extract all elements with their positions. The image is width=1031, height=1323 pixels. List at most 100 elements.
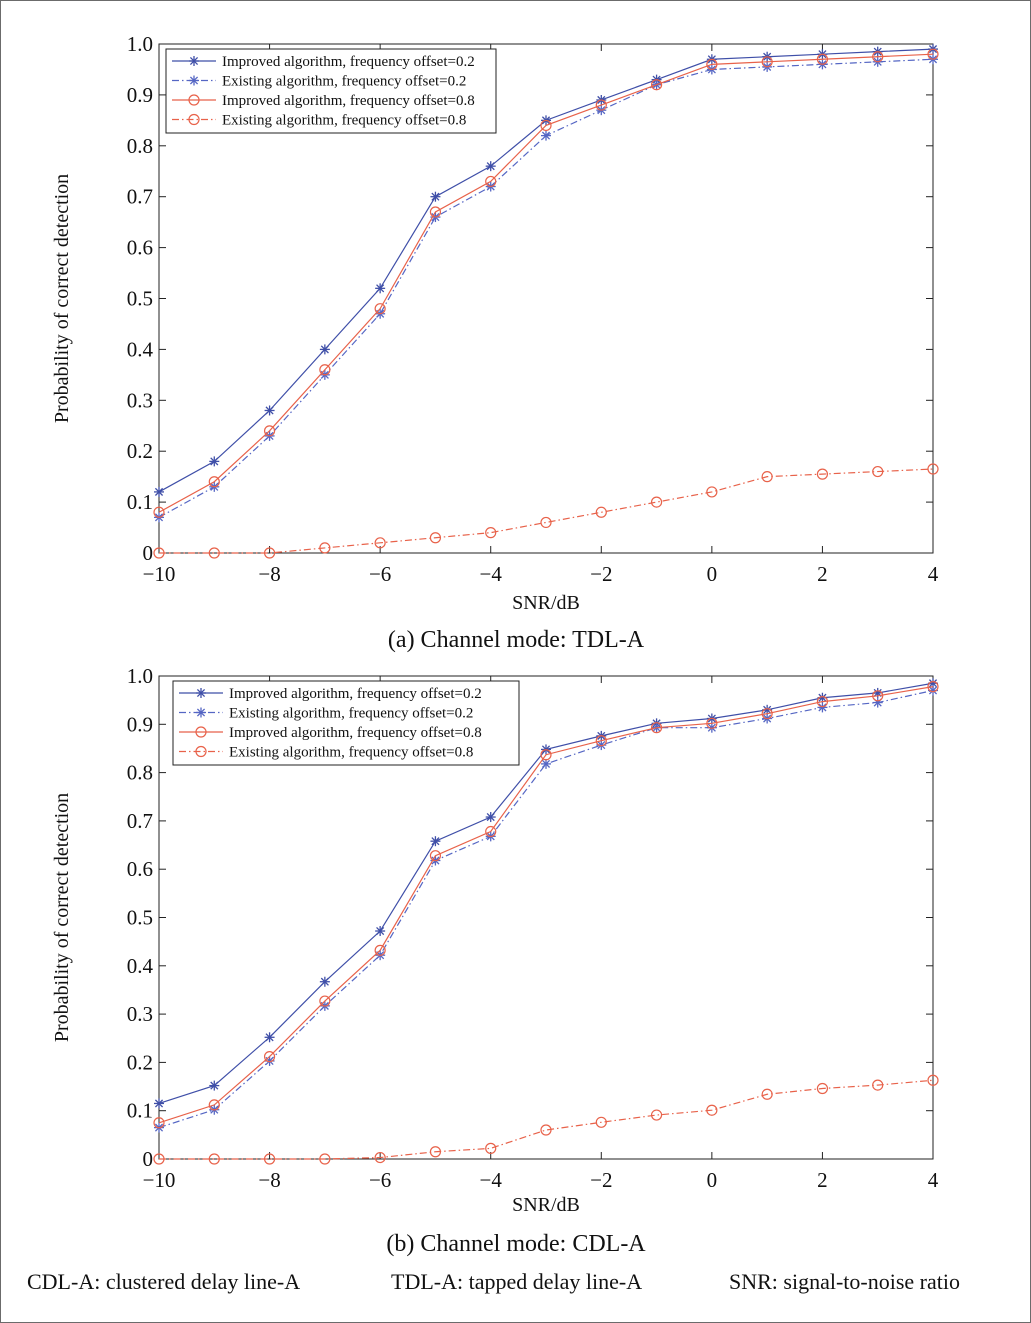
data-point-circle — [153, 1153, 165, 1165]
x-tick-label: 2 — [817, 562, 828, 586]
legend-entry: Existing algorithm, frequency offset=0.2 — [222, 74, 466, 90]
data-point-star — [264, 1032, 275, 1043]
data-point-circle — [927, 463, 939, 475]
data-point-circle — [595, 506, 607, 518]
y-tick-label: 0.4 — [127, 954, 154, 978]
data-point-star — [319, 976, 330, 987]
data-point-circle — [540, 119, 552, 132]
data-point-star — [319, 344, 330, 355]
x-tick-label: −4 — [480, 562, 503, 586]
y-tick-label: 0.1 — [127, 1099, 153, 1123]
legend-marker-circle — [188, 113, 200, 126]
star-stroke — [818, 703, 827, 712]
x-tick-label: −8 — [258, 562, 280, 586]
star-stroke — [265, 406, 274, 415]
data-point-circle — [540, 1124, 552, 1136]
star-stroke — [376, 284, 385, 293]
data-point-circle — [816, 1082, 829, 1095]
y-tick-label: 0 — [143, 1147, 154, 1171]
data-point-star — [154, 486, 164, 497]
data-point-circle — [429, 532, 442, 544]
star-stroke — [376, 926, 385, 936]
y-tick-label: 0.4 — [127, 337, 154, 361]
data-point-star — [375, 283, 386, 294]
x-tick-label: −4 — [480, 1168, 503, 1192]
data-point-circle — [816, 53, 829, 65]
data-point-circle — [650, 722, 663, 734]
legend: Improved algorithm, frequency offset=0.2… — [172, 680, 520, 766]
data-point-circle — [429, 1146, 442, 1158]
y-tick-label: 0.7 — [127, 809, 153, 833]
data-point-circle — [153, 547, 165, 559]
star-stroke — [320, 977, 329, 986]
series-line — [158, 53, 934, 513]
data-point-circle — [650, 496, 663, 508]
data-point-circle — [485, 1142, 497, 1154]
data-point-circle — [153, 506, 165, 518]
legend-marker-circle — [195, 726, 207, 738]
y-tick-label: 0.6 — [127, 236, 153, 260]
x-tick-label: −8 — [258, 1168, 280, 1192]
legend-marker-star — [196, 688, 206, 698]
data-point-circle — [540, 749, 552, 761]
data-point-star — [485, 161, 496, 172]
legend-entry: Existing algorithm, frequency offset=0.8 — [229, 745, 473, 761]
legend-box — [165, 48, 497, 134]
star-stroke — [154, 1099, 164, 1108]
y-tick-label: 0.3 — [127, 388, 153, 412]
y-tick-label: 0.8 — [127, 761, 153, 785]
x-axis-label: SNR/dB — [512, 592, 580, 614]
y-tick-label: 0.2 — [127, 1050, 153, 1074]
star-stroke — [486, 812, 495, 822]
data-point-star — [541, 758, 551, 769]
data-point-circle — [650, 1109, 663, 1121]
data-point-circle — [595, 735, 607, 747]
star-stroke — [818, 693, 827, 702]
star-stroke — [431, 192, 440, 201]
star-stroke — [196, 688, 206, 698]
data-point-circle — [761, 708, 773, 720]
y-tick-label: 0 — [143, 541, 154, 565]
chart-a-tdl: −10 −8 −6 −4 −2 0 2 4 0 0.1 0.2 0.3 0.4 0.5 0.6 0.7 0.8 0… — [51, 32, 939, 653]
y-tick-label: 0.1 — [127, 490, 153, 514]
data-point-circle — [927, 48, 939, 60]
data-point-circle — [872, 1079, 884, 1091]
star-stroke — [265, 1056, 274, 1066]
star-stroke — [486, 162, 495, 171]
data-point-circle — [374, 537, 386, 549]
x-tick-label: 4 — [928, 1168, 939, 1192]
data-point-circle — [816, 695, 829, 708]
legend-entry: Improved algorithm, frequency offset=0.2 — [222, 54, 475, 70]
star-stroke — [154, 487, 164, 496]
series-line — [158, 686, 934, 1124]
x-tick-label: −10 — [143, 1168, 176, 1192]
data-point-star — [209, 456, 220, 467]
legend-entry: Improved algorithm, frequency offset=0.2 — [229, 686, 482, 702]
data-point-circle — [374, 303, 386, 315]
data-point-circle — [263, 1153, 276, 1165]
data-point-circle — [429, 206, 442, 218]
data-point-circle — [319, 995, 331, 1007]
data-point-star — [541, 130, 551, 141]
data-point-circle — [263, 547, 276, 559]
data-point-circle — [595, 99, 607, 111]
x-tick-label: −2 — [590, 1168, 612, 1192]
y-tick-label: 0.8 — [127, 134, 153, 158]
footnote-cdl: CDL-A: clustered delay line-A — [27, 1269, 301, 1294]
data-point-circle — [263, 1051, 276, 1063]
legend: Improved algorithm, frequency offset=0.2… — [165, 48, 497, 134]
data-point-circle — [872, 51, 884, 63]
data-point-circle — [263, 425, 276, 437]
x-tick-label: −2 — [590, 562, 612, 586]
star-stroke — [265, 1033, 274, 1042]
data-point-circle — [706, 1104, 718, 1116]
data-point-star — [375, 926, 386, 937]
x-tick-label: −6 — [369, 562, 391, 586]
data-point-circle — [319, 1153, 331, 1165]
chart-caption: (b) Channel mode: CDL-A — [386, 1231, 646, 1257]
star-stroke — [763, 705, 772, 714]
data-point-circle — [650, 79, 663, 91]
legend-marker-star — [196, 707, 206, 718]
x-tick-label: 0 — [707, 1168, 718, 1192]
series-line — [159, 1079, 934, 1160]
